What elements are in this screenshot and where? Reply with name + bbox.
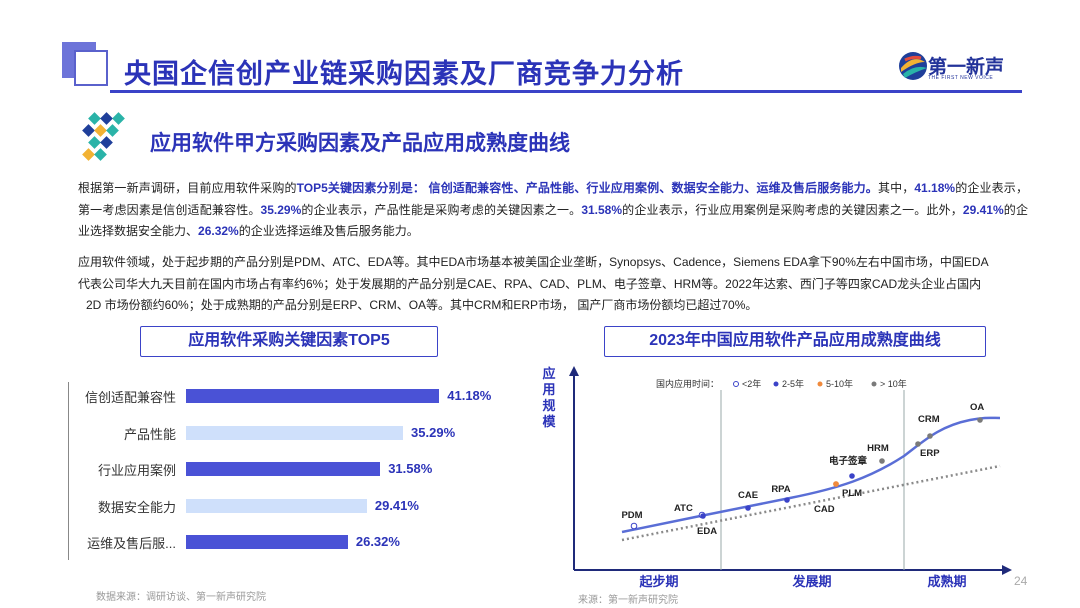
bar-category-label: 运维及售后服... <box>87 536 176 551</box>
section-title: 应用软件甲方采购因素及产品应用成熟度曲线 <box>150 132 570 155</box>
point-label: OA <box>970 402 984 413</box>
detail-line: 2D 市场份额约60%；处于成熟期的产品分别是ERP、CRM、OA等。其中CRM… <box>86 298 758 312</box>
y-axis-label: 应 <box>542 366 555 381</box>
y-axis-label: 模 <box>542 414 556 429</box>
bar <box>186 498 367 513</box>
curve-point <box>745 505 751 511</box>
curve-point <box>784 497 790 503</box>
logo-subtext: THE FIRST NEW VOICE <box>928 75 994 81</box>
bar-value-label: 35.29% <box>411 424 456 440</box>
point-label: PDM <box>621 510 642 521</box>
point-label: EDA <box>697 526 717 537</box>
bar-chart-title: 应用软件采购关键因素TOP5 <box>140 326 438 357</box>
page-number: 24 <box>1014 574 1028 588</box>
y-axis-arrow <box>569 366 579 376</box>
legend-dot <box>773 381 779 387</box>
curve-point <box>630 522 638 530</box>
source-note: 来源：第一新声研究院 <box>578 595 678 606</box>
logo-icon <box>899 52 927 80</box>
y-axis-label: 用 <box>541 382 555 397</box>
diamond-grid-icon <box>82 112 125 161</box>
legend-item: > 10年 <box>880 378 907 389</box>
bar <box>186 425 404 440</box>
title-decoration-outline <box>74 50 108 86</box>
summary-paragraph: 根据第一新声调研，目前应用软件采购的TOP5关键因素分别是： 信创适配兼容性、产… <box>78 181 1028 238</box>
legend-item: <2年 <box>742 378 761 389</box>
legend-item: 2-5年 <box>782 378 804 389</box>
bar <box>186 535 348 549</box>
bar-value-label: 41.18% <box>447 388 492 403</box>
legend-title: 国内应用时间： <box>656 378 719 389</box>
point-label: CAD <box>814 504 835 515</box>
maturity-curve <box>621 416 1001 534</box>
phase-label: 成熟期 <box>927 574 966 589</box>
legend-dot <box>817 381 823 387</box>
phase-label: 发展期 <box>791 574 831 589</box>
bar-value-label: 31.58% <box>388 461 433 476</box>
legend-dot <box>871 381 877 387</box>
curve-point <box>977 417 983 423</box>
bar-category-label: 产品性能 <box>123 426 176 442</box>
curve-point <box>927 433 933 439</box>
bar-category-label: 信创适配兼容性 <box>84 390 176 405</box>
bar <box>186 389 440 403</box>
bar-category-label: 行业应用案例 <box>97 463 176 478</box>
detail-line: 代表公司华大九天目前在国内市场占有率约6%；处于发展期的产品分别是CAE、RPA… <box>78 276 982 291</box>
x-axis-arrow <box>1002 565 1012 575</box>
curve-point <box>879 458 885 464</box>
page-title: 央国企信创产业链采购因素及厂商竞争力分析 <box>124 59 684 89</box>
bar-value-label: 26.32% <box>355 534 400 549</box>
point-label: CAE <box>738 490 758 501</box>
point-label: PLM <box>842 488 862 499</box>
detail-line: 应用软件领域，处于起步期的产品分别是PDM、ATC、EDA等。其中EDA市场基本… <box>78 255 989 269</box>
legend-item: 5-10年 <box>826 378 853 389</box>
point-label: 电子签章 <box>829 455 868 467</box>
bar-value-label: 29.41% <box>374 497 419 513</box>
curve-chart-title: 2023年中国应用软件产品应用成熟度曲线 <box>604 326 986 357</box>
bar-category-label: 数据安全能力 <box>97 499 176 515</box>
point-label: ATC <box>674 503 693 514</box>
point-label: CRM <box>918 414 940 425</box>
trend-line <box>621 464 1001 542</box>
source-note: 数据来源：调研访谈、第一新声研究院 <box>96 592 266 603</box>
title-underline <box>110 90 1022 93</box>
point-label: HRM <box>867 443 889 454</box>
curve-point <box>700 513 706 519</box>
logo-text: 第一新声 <box>928 57 1005 78</box>
point-label: RPA <box>771 484 790 495</box>
point-label: ERP <box>920 448 940 459</box>
bar <box>186 462 381 476</box>
detail-paragraph: 应用软件领域，处于起步期的产品分别是PDM、ATC、EDA等。其中EDA市场基本… <box>78 252 1028 317</box>
phase-label: 起步期 <box>638 574 678 589</box>
legend-dot <box>733 381 739 387</box>
y-axis-label: 规 <box>542 398 555 413</box>
bar-chart-axis <box>68 382 69 560</box>
curve-point <box>849 473 855 479</box>
curve-point <box>833 481 839 487</box>
curve-point <box>915 441 921 447</box>
